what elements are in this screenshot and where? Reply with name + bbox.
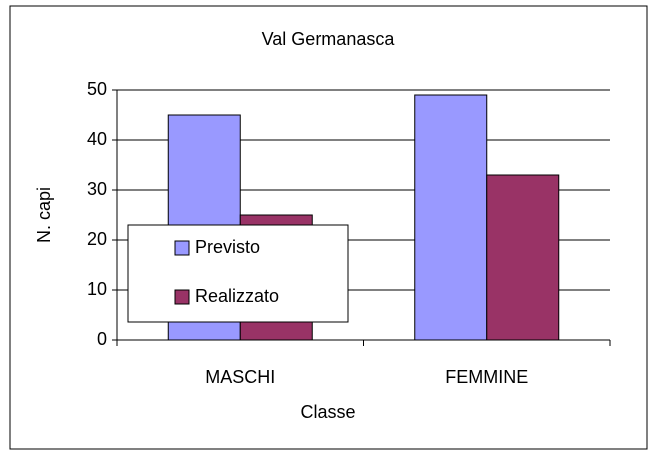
- legend-label: Previsto: [195, 237, 260, 257]
- y-tick-label: 10: [87, 279, 107, 299]
- legend-swatch: [174, 240, 190, 256]
- y-tick-label: 40: [87, 129, 107, 149]
- x-tick-label: MASCHI: [205, 367, 275, 387]
- legend-label: Realizzato: [195, 286, 279, 306]
- x-axis-label: Classe: [300, 402, 355, 422]
- y-tick-label: 30: [87, 179, 107, 199]
- y-tick-label: 20: [87, 229, 107, 249]
- y-axis-label: N. capi: [34, 187, 54, 243]
- bar: [414, 94, 488, 341]
- bar: [486, 174, 560, 341]
- legend-swatch: [174, 289, 190, 305]
- legend-box: [127, 224, 349, 323]
- y-tick-label: 50: [87, 79, 107, 99]
- chart-title: Val Germanasca: [262, 29, 396, 49]
- x-tick-label: FEMMINE: [445, 367, 528, 387]
- y-tick-label: 0: [97, 329, 107, 349]
